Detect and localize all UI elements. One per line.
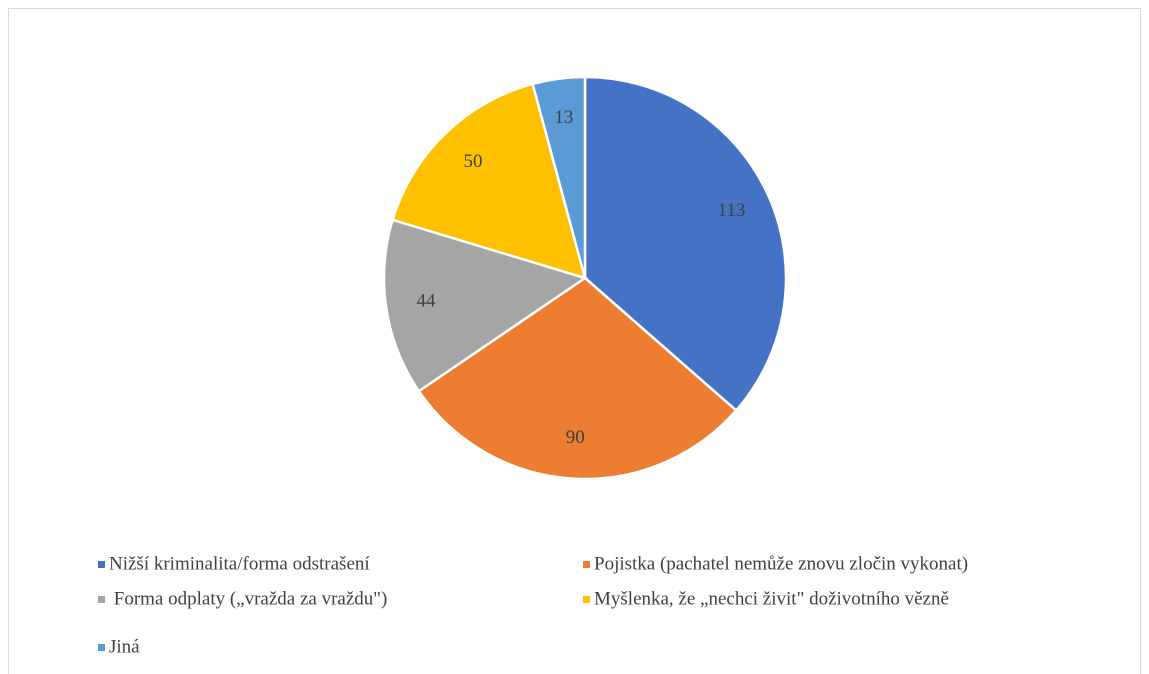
legend-swatch: [98, 561, 105, 568]
legend-label: Forma odplaty („vražda za vraždu"): [109, 588, 387, 609]
legend-swatch: [583, 596, 590, 603]
pie-slice: [417, 276, 738, 481]
pie-slice: [391, 82, 587, 280]
chart-frame: [8, 8, 1141, 674]
legend-swatch: [98, 644, 105, 651]
pie-slice: [583, 75, 788, 413]
data-label: 50: [464, 151, 483, 172]
data-label: 13: [554, 107, 573, 128]
legend-label: Myšlenka, že „nechci živit" doživotního …: [594, 588, 949, 609]
pie-slice: [382, 218, 588, 393]
legend-label: Pojistka (pachatel nemůže znovu zločin v…: [594, 553, 968, 574]
data-label: 90: [566, 427, 585, 448]
data-label: 113: [718, 200, 746, 221]
legend-label: Nižší kriminalita/forma odstrašení: [109, 553, 370, 574]
pie-slice: [531, 75, 587, 279]
legend-swatch: [583, 561, 590, 568]
legend-swatch: [98, 596, 105, 603]
data-label: 44: [417, 291, 437, 312]
legend-label: Jiná: [109, 636, 140, 657]
